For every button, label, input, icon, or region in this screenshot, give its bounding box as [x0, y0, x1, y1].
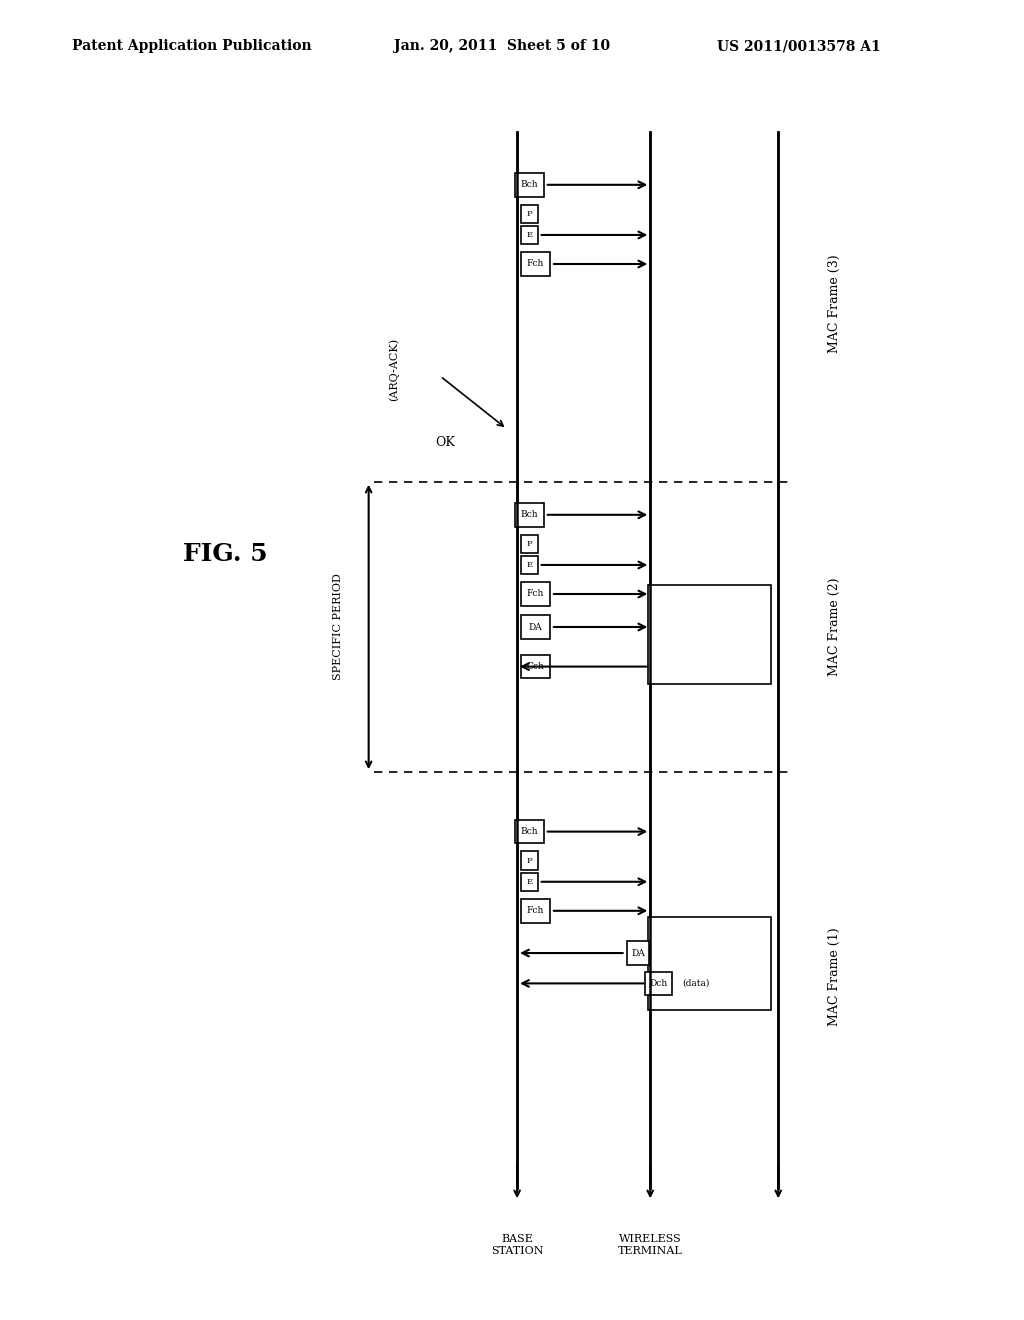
Text: Fch: Fch	[527, 590, 544, 598]
Bar	[521, 899, 550, 923]
Bar	[521, 851, 538, 870]
Bar	[521, 535, 538, 553]
Text: Cch: Cch	[526, 663, 545, 671]
Text: MAC Frame (2): MAC Frame (2)	[828, 578, 841, 676]
Bar	[627, 941, 649, 965]
Bar	[521, 655, 550, 678]
Text: (ARQ-ACK): (ARQ-ACK)	[389, 338, 399, 401]
Text: FIG. 5: FIG. 5	[183, 543, 267, 566]
Text: OK: OK	[435, 436, 456, 449]
Text: E: E	[526, 561, 532, 569]
Text: Fch: Fch	[527, 260, 544, 268]
Bar	[521, 615, 550, 639]
Bar	[515, 173, 544, 197]
Text: (data): (data)	[683, 979, 710, 987]
Text: E: E	[526, 878, 532, 886]
Text: E: E	[526, 231, 532, 239]
Text: Bch: Bch	[520, 511, 539, 519]
Bar	[521, 226, 538, 244]
Text: MAC Frame (3): MAC Frame (3)	[828, 255, 841, 352]
Bar	[521, 556, 538, 574]
Text: Bch: Bch	[520, 828, 539, 836]
Text: US 2011/0013578 A1: US 2011/0013578 A1	[717, 40, 881, 53]
Text: MAC Frame (1): MAC Frame (1)	[828, 928, 841, 1026]
Text: DA: DA	[528, 623, 543, 631]
Bar	[521, 252, 550, 276]
Text: Dch: Dch	[649, 979, 668, 987]
Text: Patent Application Publication: Patent Application Publication	[72, 40, 311, 53]
Text: DA: DA	[631, 949, 645, 957]
Bar	[521, 205, 538, 223]
Bar	[648, 585, 771, 684]
Bar	[521, 873, 538, 891]
Text: P: P	[526, 210, 532, 218]
Text: WIRELESS
TERMINAL: WIRELESS TERMINAL	[617, 1234, 683, 1255]
Text: P: P	[526, 857, 532, 865]
Bar	[645, 972, 672, 995]
Text: Fch: Fch	[527, 907, 544, 915]
Text: Bch: Bch	[520, 181, 539, 189]
Text: SPECIFIC PERIOD: SPECIFIC PERIOD	[333, 574, 343, 680]
Text: BASE
STATION: BASE STATION	[490, 1234, 544, 1255]
Text: P: P	[526, 540, 532, 548]
Text: Jan. 20, 2011  Sheet 5 of 10: Jan. 20, 2011 Sheet 5 of 10	[394, 40, 610, 53]
Bar	[515, 820, 544, 843]
Bar	[515, 503, 544, 527]
Bar	[521, 582, 550, 606]
Bar	[648, 917, 771, 1010]
